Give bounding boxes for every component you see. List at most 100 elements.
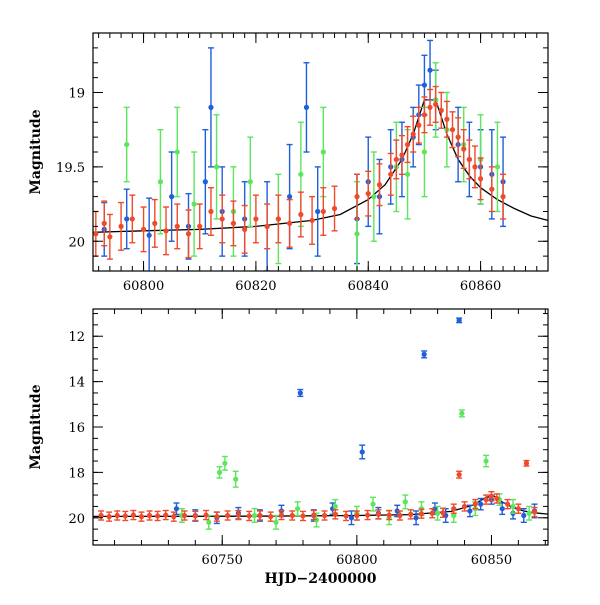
data-point	[494, 164, 501, 170]
red-series	[93, 85, 507, 260]
data-point	[375, 511, 381, 517]
x-tick-label: 60840	[348, 279, 389, 294]
data-point	[413, 515, 419, 521]
data-point	[397, 512, 403, 519]
data-point	[526, 510, 532, 516]
data-point	[309, 217, 315, 224]
data-point	[174, 223, 180, 229]
data-point	[354, 512, 360, 519]
plot-area	[93, 317, 548, 530]
data-point	[124, 141, 130, 148]
data-point	[287, 194, 293, 200]
data-point	[500, 194, 506, 200]
data-point	[146, 512, 153, 519]
data-point	[213, 164, 220, 170]
data-point	[427, 67, 433, 73]
data-point	[118, 223, 124, 229]
data-point	[320, 149, 326, 155]
data-point	[251, 512, 258, 519]
data-point	[257, 512, 263, 519]
data-point	[410, 131, 416, 137]
data-point	[129, 216, 135, 222]
data-point	[354, 194, 360, 200]
data-point	[343, 513, 349, 519]
data-point	[140, 226, 147, 232]
data-point	[370, 501, 376, 507]
data-point	[101, 220, 107, 226]
data-point	[359, 449, 365, 455]
data-point	[93, 231, 99, 237]
data-point	[208, 104, 214, 110]
x-tick-label: 60800	[123, 279, 164, 294]
data-point	[444, 116, 450, 122]
data-point	[483, 458, 489, 464]
data-point	[421, 82, 428, 88]
data-point	[216, 469, 223, 475]
data-point	[300, 513, 306, 519]
data-point	[152, 220, 158, 226]
data-point	[107, 234, 113, 240]
red-series	[98, 459, 538, 522]
blue-series	[173, 317, 538, 526]
x-tick-label: 60750	[202, 553, 243, 568]
data-point	[222, 460, 228, 466]
data-point	[181, 512, 188, 519]
data-point	[315, 208, 321, 215]
data-point	[429, 510, 435, 516]
data-point	[472, 501, 478, 507]
data-point	[98, 512, 104, 519]
data-point	[230, 220, 237, 226]
data-point	[289, 512, 295, 519]
data-point	[331, 205, 338, 212]
data-point	[461, 146, 467, 152]
data-point	[348, 515, 355, 521]
data-point	[376, 182, 383, 188]
data-point	[466, 156, 472, 163]
data-point	[388, 171, 394, 177]
data-point	[515, 506, 521, 512]
data-point	[233, 476, 239, 482]
data-point	[303, 104, 310, 110]
data-point	[456, 472, 462, 478]
data-point	[275, 216, 281, 222]
data-point	[163, 512, 169, 518]
data-point	[456, 317, 462, 323]
data-point	[203, 512, 209, 518]
data-point	[402, 499, 408, 505]
y-ticks: 19 19.5 20	[56, 32, 548, 272]
data-point	[268, 514, 274, 520]
data-point	[421, 149, 428, 155]
data-point	[449, 127, 456, 133]
data-point	[421, 351, 427, 357]
y-axis-label: Magnitude	[28, 109, 44, 194]
data-point	[206, 519, 212, 525]
data-point	[418, 511, 425, 517]
data-point	[219, 216, 225, 222]
data-point	[393, 156, 399, 163]
green-series	[178, 409, 533, 530]
data-point	[138, 514, 145, 520]
data-point	[451, 512, 457, 519]
data-point	[521, 512, 527, 519]
data-point	[421, 112, 428, 118]
data-point	[455, 134, 461, 140]
y-tick-label: 20	[68, 235, 85, 250]
data-point	[202, 179, 208, 185]
data-point	[163, 228, 169, 234]
x-tick-label: 60850	[471, 553, 512, 568]
green-series	[123, 62, 501, 271]
data-point	[146, 232, 152, 238]
data-point	[461, 503, 468, 510]
data-point	[531, 509, 538, 515]
data-point	[298, 211, 304, 218]
data-point	[404, 171, 411, 177]
data-point	[332, 503, 338, 510]
data-point	[191, 201, 197, 207]
data-point	[173, 506, 180, 512]
data-point	[451, 506, 457, 512]
data-point	[157, 179, 164, 185]
data-point	[354, 231, 360, 237]
y-axis-label: Magnitude	[28, 384, 44, 469]
